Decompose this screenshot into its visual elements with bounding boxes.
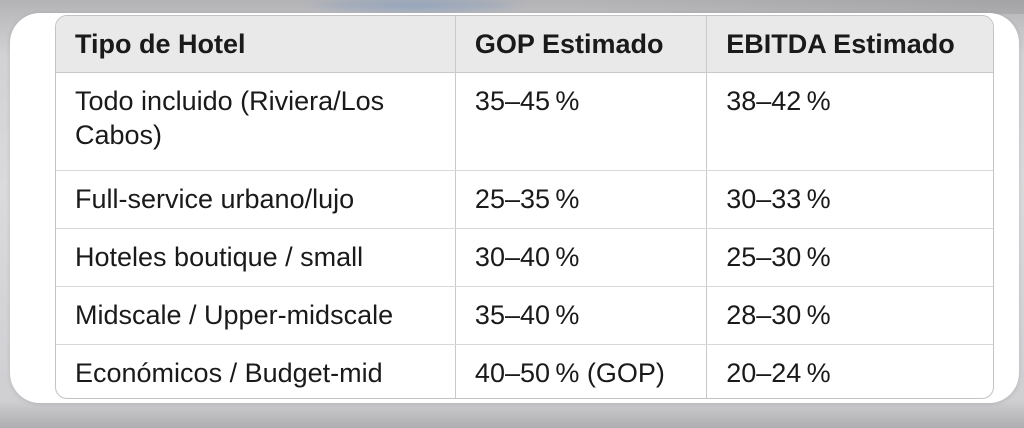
cell-ebitda: 38–42 %	[706, 72, 993, 171]
table-row: Midscale / Upper-midscale 35–40 % 28–30 …	[56, 286, 993, 345]
cell-ebitda: 25–30 %	[706, 228, 993, 287]
table: Tipo de Hotel GOP Estimado EBITDA Estima…	[56, 16, 993, 398]
cell-ebitda: 28–30 %	[706, 286, 993, 345]
cell-hotel-type: Todo incluido (Riviera/Los Cabos)	[56, 72, 456, 171]
cell-hotel-type: Económicos / Budget-mid	[56, 344, 456, 398]
table-row: Económicos / Budget-mid 40–50 % (GOP) 20…	[56, 344, 993, 398]
cell-ebitda: 20–24 %	[726, 358, 831, 388]
cell-gop: 35–40 %	[455, 286, 708, 345]
cell-ebitda: 30–33 %	[706, 170, 993, 229]
cell-gop: 25–35 %	[455, 170, 708, 229]
message-card: Tipo de Hotel GOP Estimado EBITDA Estima…	[10, 13, 1019, 403]
column-header-tipo-de-hotel: Tipo de Hotel	[56, 16, 456, 73]
cell-hotel-type: Hoteles boutique / small	[56, 228, 456, 287]
cell-gop: 30–40 %	[455, 228, 708, 287]
hotel-metrics-table: Tipo de Hotel GOP Estimado EBITDA Estima…	[55, 15, 994, 399]
cell-gop: 35–45 %	[455, 72, 708, 171]
background-blue-smudge	[270, 0, 560, 14]
table-row: Hoteles boutique / small 30–40 % 25–30 %	[56, 228, 993, 287]
column-header-gop-estimado: GOP Estimado	[455, 16, 708, 73]
table-row: Todo incluido (Riviera/Los Cabos) 35–45 …	[56, 72, 993, 171]
cell-hotel-type: Full-service urbano/lujo	[56, 170, 456, 229]
cell-gop: 40–50 % (GOP)	[455, 344, 708, 398]
cell-hotel-type: Midscale / Upper-midscale	[56, 286, 456, 345]
table-header-row: Tipo de Hotel GOP Estimado EBITDA Estima…	[56, 16, 993, 73]
table-row: Full-service urbano/lujo 25–35 % 30–33 %	[56, 170, 993, 229]
column-header-ebitda-estimado: EBITDA Estimado	[706, 16, 993, 73]
